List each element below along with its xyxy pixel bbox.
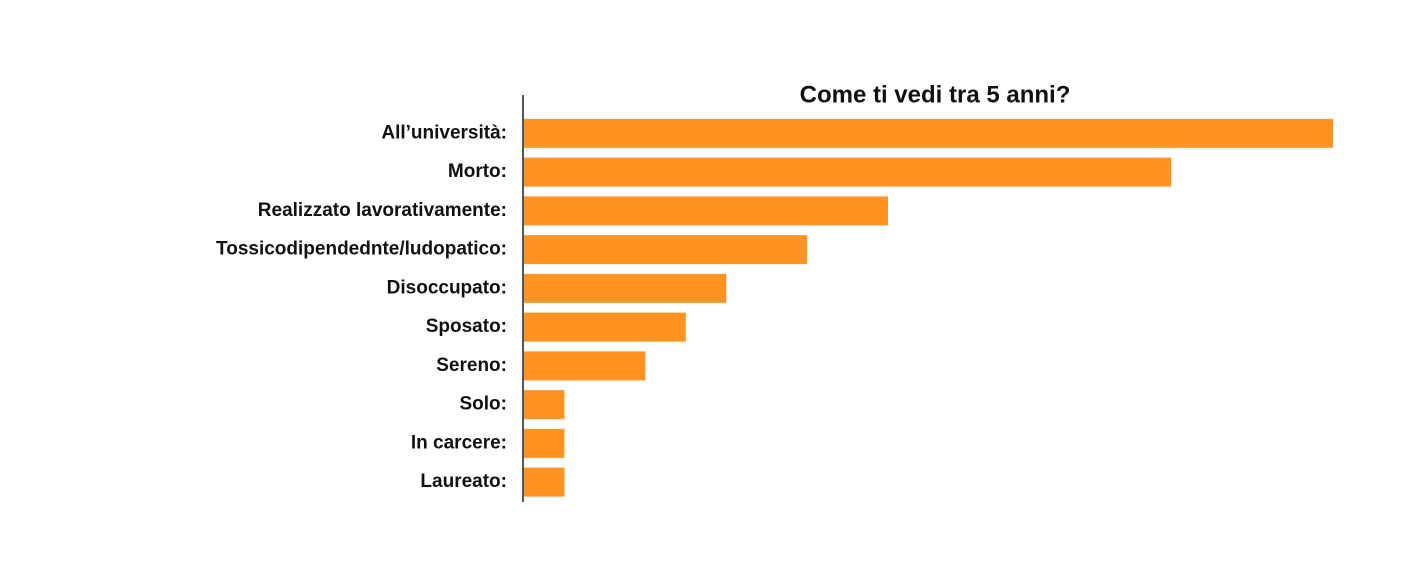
bar xyxy=(524,351,646,381)
y-tick-label: Sereno: xyxy=(436,355,507,376)
bar xyxy=(524,196,889,226)
y-tick-label: In carcere: xyxy=(411,432,507,453)
y-tick-label: Morto: xyxy=(448,161,507,182)
bar xyxy=(524,273,727,303)
y-tick-label: Solo: xyxy=(460,394,508,415)
bar xyxy=(524,235,808,265)
y-tick-label: All’università: xyxy=(381,122,507,143)
y-tick-label: Sposato: xyxy=(426,316,507,337)
bar xyxy=(524,312,686,342)
y-tick-label: Laureato: xyxy=(420,471,507,492)
y-tick-label: Realizzato lavorativamente: xyxy=(258,200,507,221)
bar xyxy=(524,428,565,458)
y-tick-label: Tossicodipendednte/ludopatico: xyxy=(216,239,507,260)
bar xyxy=(524,467,565,497)
bar xyxy=(524,390,565,420)
chart-title: Come ti vedi tra 5 anni? xyxy=(800,81,1071,108)
bar xyxy=(524,118,1333,148)
y-tick-label: Disoccupato: xyxy=(387,277,507,298)
bar xyxy=(524,157,1172,187)
